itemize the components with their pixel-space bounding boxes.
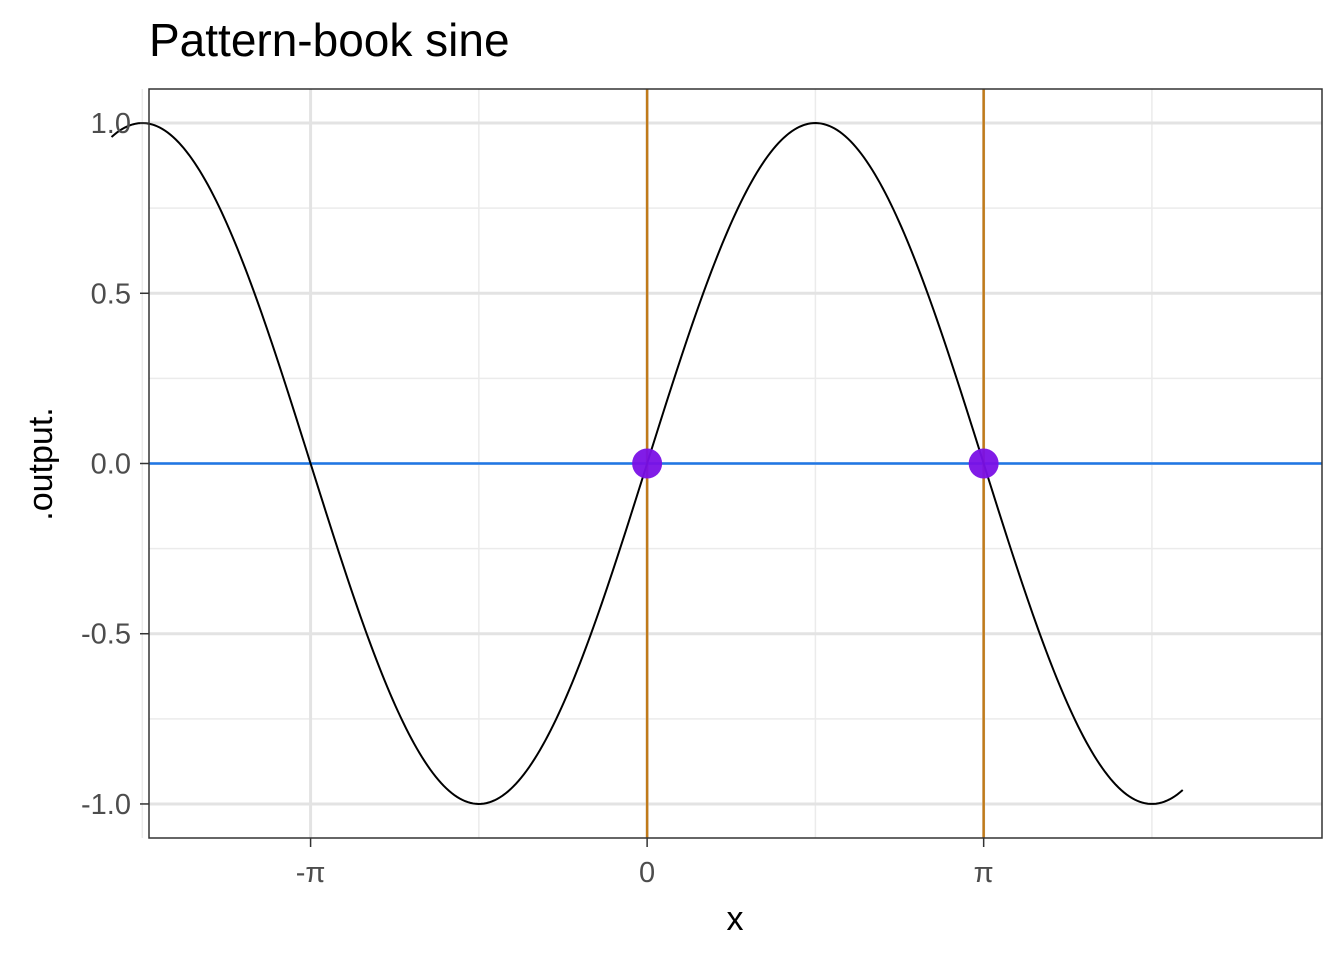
y-tick-label: 0.0 xyxy=(91,449,131,481)
points-layer xyxy=(632,448,999,479)
y-tick-label: -0.5 xyxy=(81,619,131,651)
x-tick-label: -π xyxy=(296,857,326,889)
y-axis-title: .output. xyxy=(22,407,60,520)
zero-crossing-point xyxy=(968,448,999,479)
y-tick-label: -1.0 xyxy=(81,789,131,821)
x-axis-title: x xyxy=(727,900,744,938)
x-axis: -π 0 π xyxy=(296,838,994,889)
y-tick-label: 0.5 xyxy=(91,278,131,310)
y-axis: -1.0 -0.5 0.0 0.5 1.0 xyxy=(81,108,149,821)
chart-title: Pattern-book sine xyxy=(149,14,510,66)
y-tick-label: 1.0 xyxy=(91,108,131,140)
x-tick-label: π xyxy=(974,857,994,889)
zero-crossing-point xyxy=(632,448,663,479)
x-tick-label: 0 xyxy=(639,857,655,889)
reference-lines xyxy=(149,89,1322,838)
